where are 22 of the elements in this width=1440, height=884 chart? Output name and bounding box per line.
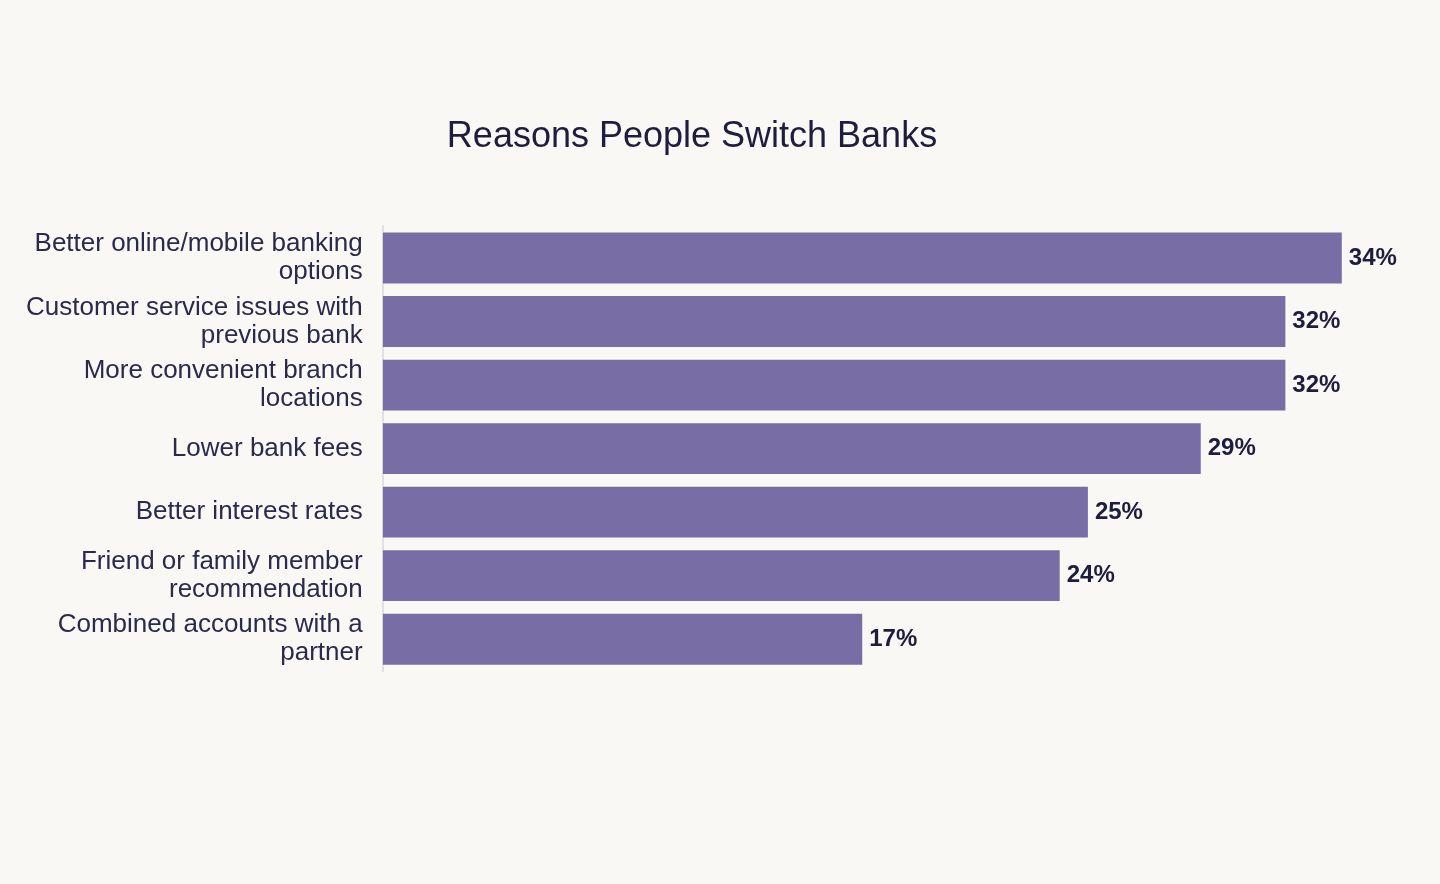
data-label: 29% bbox=[1207, 433, 1256, 461]
data-label: 32% bbox=[1292, 369, 1341, 397]
bar bbox=[382, 359, 1286, 411]
bar bbox=[382, 486, 1088, 538]
data-label: 32% bbox=[1292, 306, 1341, 334]
bar bbox=[382, 550, 1060, 602]
y-tick-label: Lower bank fees bbox=[171, 431, 363, 462]
data-label: 25% bbox=[1094, 496, 1143, 524]
bar bbox=[382, 423, 1201, 475]
y-tick-label: Customer service issues with previous bank bbox=[26, 290, 364, 349]
y-tick-label: Better interest rates bbox=[135, 495, 363, 526]
bar bbox=[382, 613, 863, 665]
bar bbox=[382, 296, 1286, 347]
bar bbox=[382, 232, 1342, 284]
y-tick-label: Better online/mobile banking options bbox=[34, 227, 363, 286]
y-tick-label: More convenient branch locations bbox=[83, 354, 363, 413]
y-tick-label: Friend or family member recommendation bbox=[80, 544, 363, 603]
data-label: 24% bbox=[1066, 560, 1115, 588]
y-tick-label: Combined accounts with a partner bbox=[57, 608, 364, 667]
chart-title: Reasons People Switch Banks bbox=[446, 113, 938, 155]
data-label: 34% bbox=[1348, 242, 1397, 270]
data-label: 17% bbox=[869, 623, 918, 651]
